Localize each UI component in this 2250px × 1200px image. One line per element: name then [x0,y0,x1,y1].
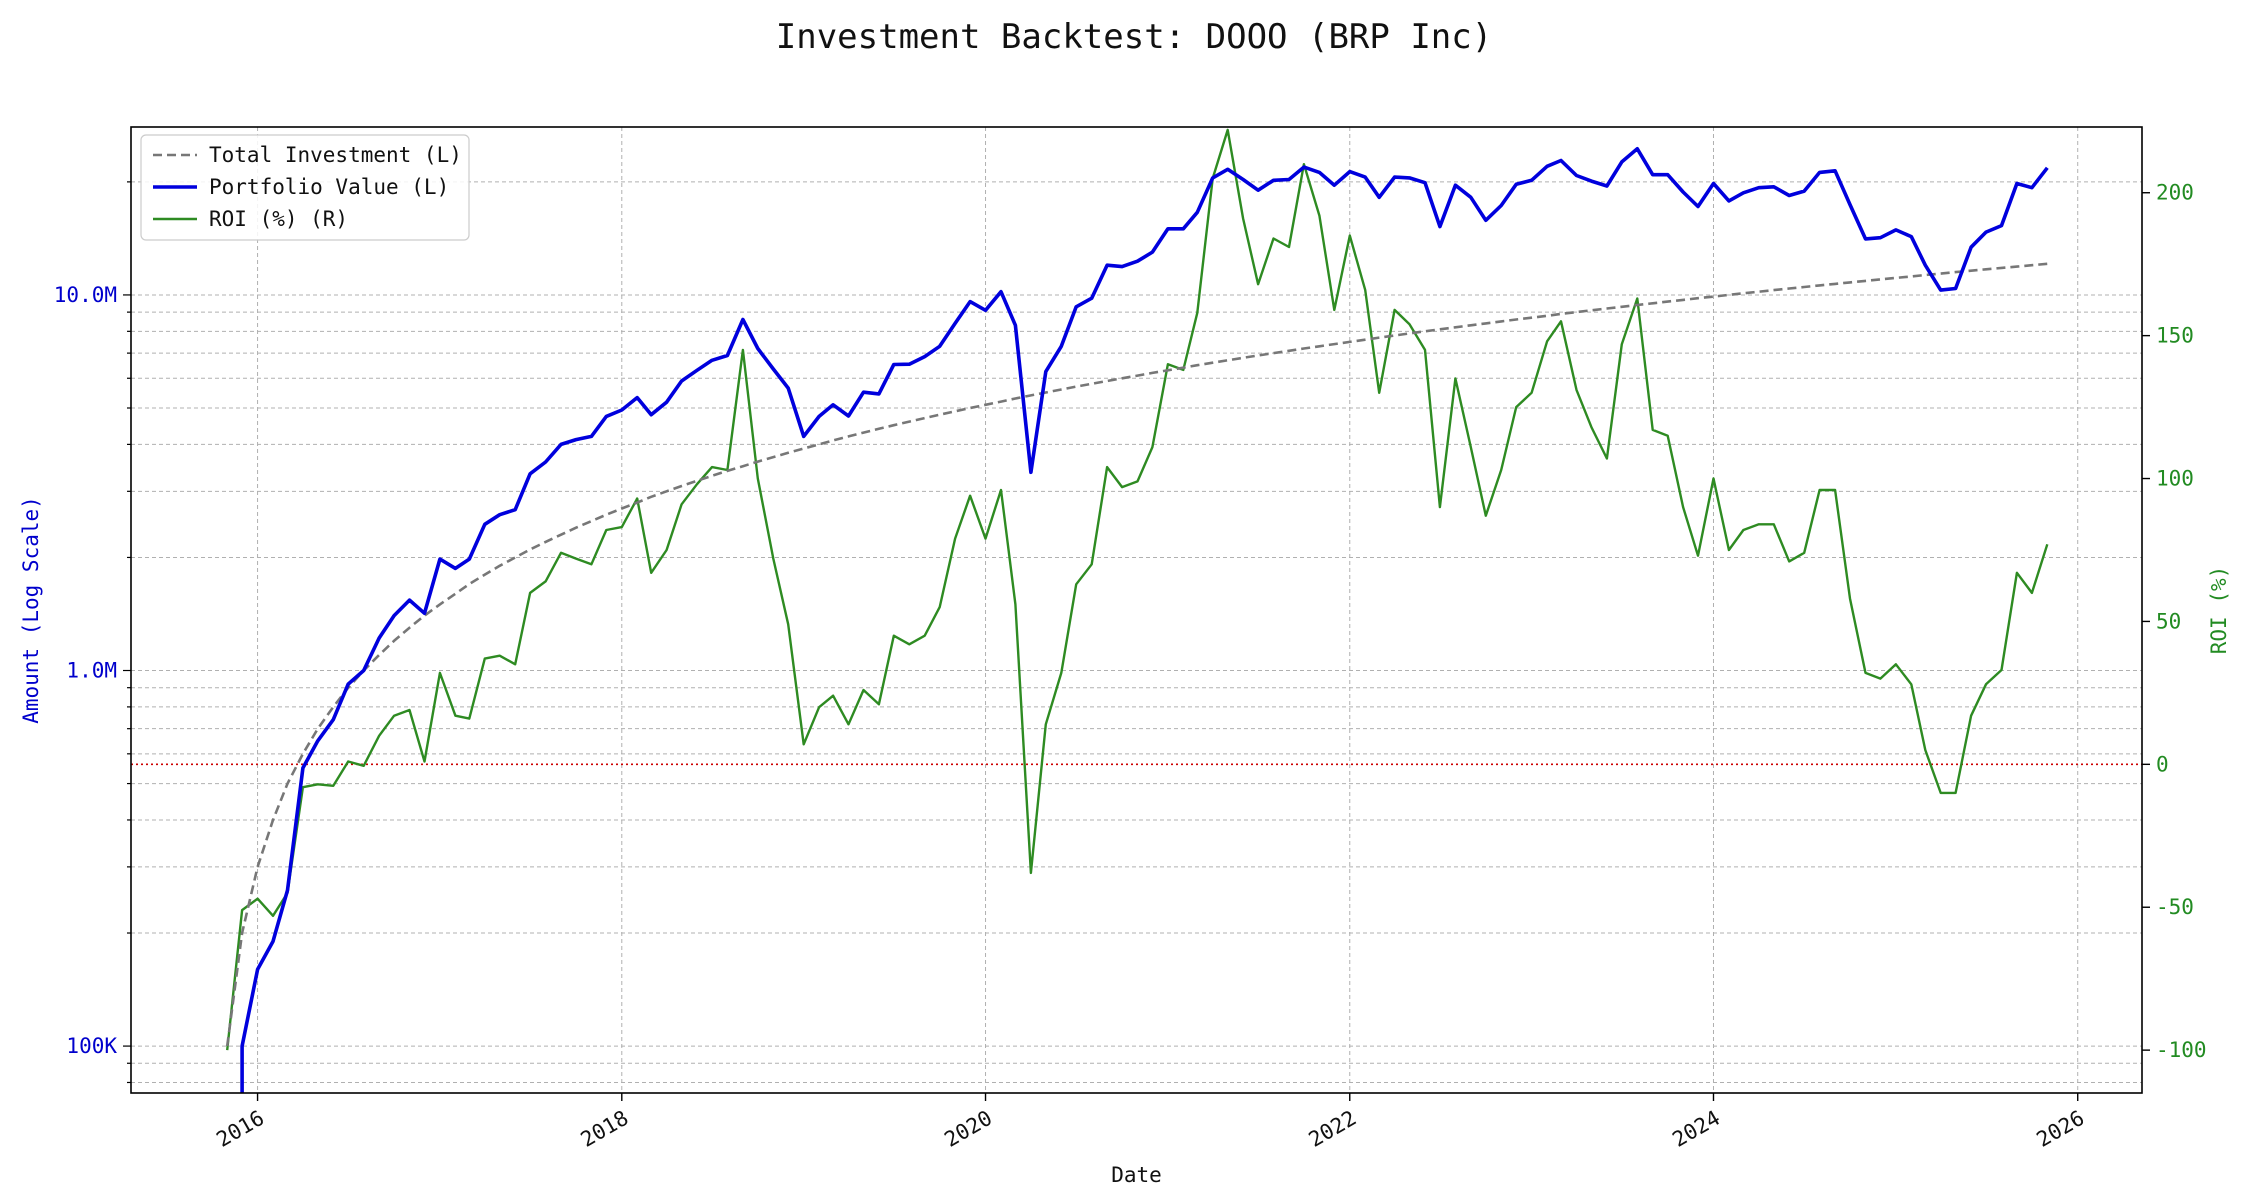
left-tick-label: 1.0M [66,659,117,683]
legend-entry-label: Total Investment (L) [209,143,462,167]
right-tick-label: 200 [2156,181,2194,205]
left-tick-label: 10.0M [54,283,117,307]
legend-entry-label: ROI (%) (R) [209,207,348,231]
x-tick-label: 2024 [1668,1106,1724,1152]
legend: Total Investment (L) Portfolio Value (L) R… [140,134,470,241]
grid-lines [131,127,2142,1093]
x-tick-label: 2020 [940,1106,996,1152]
x-tick-label: 2022 [1305,1106,1361,1152]
right-y-axis-label: ROI (%) [2207,566,2231,655]
left-tick-label: 100K [66,1034,117,1058]
roi-line [226,128,2049,1051]
legend-box [140,134,470,241]
plot-frame [130,126,2143,1094]
series-lines [225,128,2049,1093]
x-axis-label: Date [1111,1163,1162,1187]
right-tick-label: 100 [2156,467,2194,491]
right-tick-label: 150 [2156,324,2194,348]
portfolio-value-line [240,147,2049,1093]
total-investment-line [225,262,2048,1047]
x-tick-label: 2018 [577,1106,633,1152]
legend-entry-label: Portfolio Value (L) [209,175,449,199]
right-tick-label: 50 [2156,609,2181,633]
x-tick-label: 2026 [2033,1106,2089,1152]
right-tick-label: -50 [2156,895,2194,919]
x-tick-label: 2016 [212,1106,268,1152]
left-y-axis-label: Amount (Log Scale) [19,496,43,724]
chart-title: Investment Backtest: DOOO (BRP Inc) [776,17,1492,57]
axes: 2016 2018 2020 2022 2024 2026 100K 1.0M 10.0M -10… [54,181,2207,1152]
right-tick-label: 0 [2156,752,2169,776]
right-tick-label: -100 [2156,1038,2207,1062]
